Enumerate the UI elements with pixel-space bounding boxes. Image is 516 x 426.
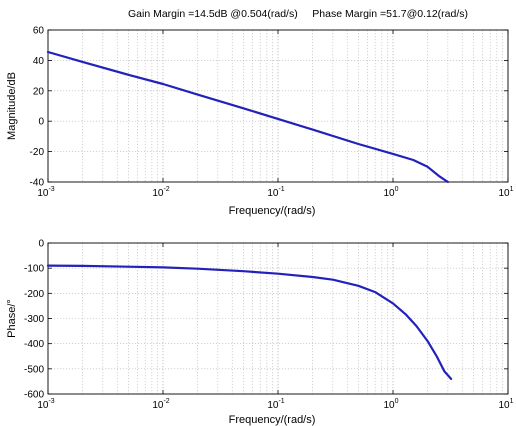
x-tick-label: 101 xyxy=(498,398,513,411)
chart-title: Gain Margin =14.5dB @0.504(rad/s) Phase … xyxy=(128,8,468,20)
y-tick-label: 0 xyxy=(38,239,44,250)
x-tick-label: 101 xyxy=(498,186,513,199)
y-axis-label: Magnitude/dB xyxy=(6,72,18,140)
y-tick-label: -200 xyxy=(24,289,44,300)
y-tick-label: 20 xyxy=(33,86,45,97)
phase-panel: 10-3 10-2 10-1 100 101 -600 -500 -400 -300 -200 -1… xyxy=(6,239,514,426)
x-tick-label: 10-2 xyxy=(152,398,169,411)
x-tick-label: 10-3 xyxy=(37,398,54,411)
y-axis-label: Phase/° xyxy=(6,299,18,338)
x-tick-label: 10-1 xyxy=(267,186,284,199)
y-tick-label: -300 xyxy=(24,314,44,325)
y-tick-label: 0 xyxy=(38,117,44,128)
x-tick-label: 100 xyxy=(383,398,398,411)
x-tick-label: 100 xyxy=(383,186,398,199)
x-axis-label: Frequency/(rad/s) xyxy=(229,205,316,217)
x-axis-label: Frequency/(rad/s) xyxy=(229,414,316,426)
y-tick-label: 40 xyxy=(33,56,45,67)
x-tick-label: 10-3 xyxy=(37,186,54,199)
magnitude-response-line xyxy=(46,50,449,184)
x-tick-label: 10-2 xyxy=(152,186,169,199)
y-tick-label: -600 xyxy=(24,390,44,401)
y-tick-label: -20 xyxy=(30,147,45,158)
y-tick-label: -100 xyxy=(24,264,44,275)
magnitude-panel: 10-3 10-2 10-1 100 101 -40 -20 0 20 40 60 Frequency… xyxy=(6,26,514,218)
x-tick-label: 10-1 xyxy=(267,398,284,411)
y-tick-label: -40 xyxy=(30,178,45,189)
y-tick-label: -400 xyxy=(24,339,44,350)
y-tick-label: -500 xyxy=(24,364,44,375)
phase-response-line xyxy=(46,264,453,380)
y-tick-label: 60 xyxy=(33,26,45,37)
